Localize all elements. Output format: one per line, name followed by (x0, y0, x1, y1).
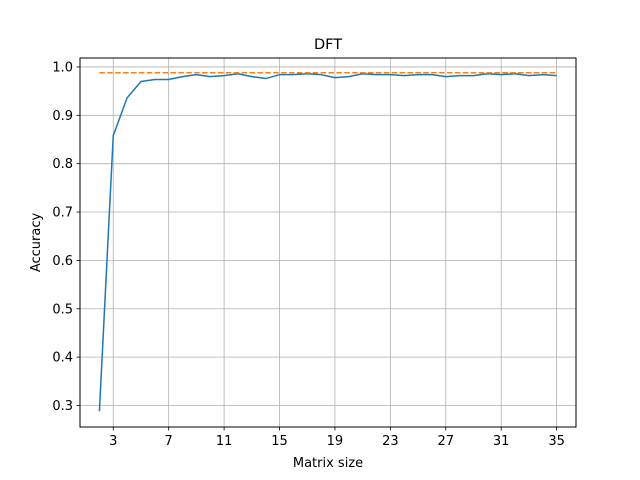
x-tick-label: 23 (382, 434, 399, 449)
x-tick-label: 3 (109, 434, 117, 449)
chart-title: DFT (314, 37, 342, 53)
y-tick-label: 0.6 (52, 254, 73, 269)
x-tick-label: 15 (271, 434, 288, 449)
y-tick-label: 0.5 (52, 302, 73, 317)
y-tick-label: 1.0 (52, 60, 73, 75)
x-tick-label: 7 (165, 434, 173, 449)
y-tick-label: 0.4 (52, 351, 73, 366)
x-tick-label: 27 (437, 434, 454, 449)
y-tick-label: 0.7 (52, 206, 73, 221)
accuracy-line (98, 72, 557, 412)
x-tick-label: 11 (216, 434, 233, 449)
x-axis: 3 7 11 15 19 23 27 31 35 (109, 427, 565, 449)
y-tick-label: 0.8 (52, 157, 73, 172)
x-tick-label: 31 (493, 434, 510, 449)
x-tick-label: 35 (548, 434, 565, 449)
x-axis-label: Matrix size (293, 456, 363, 471)
plot-frame (79, 57, 577, 428)
grid (80, 58, 576, 427)
y-tick-label: 0.9 (52, 109, 73, 124)
y-axis: 0.3 0.4 0.5 0.6 0.7 0.8 0.9 1.0 (52, 60, 80, 414)
y-axis-label: Accuracy (29, 213, 44, 273)
x-tick-label: 19 (327, 434, 344, 449)
y-tick-label: 0.3 (52, 399, 73, 414)
series-layer (98, 72, 557, 412)
